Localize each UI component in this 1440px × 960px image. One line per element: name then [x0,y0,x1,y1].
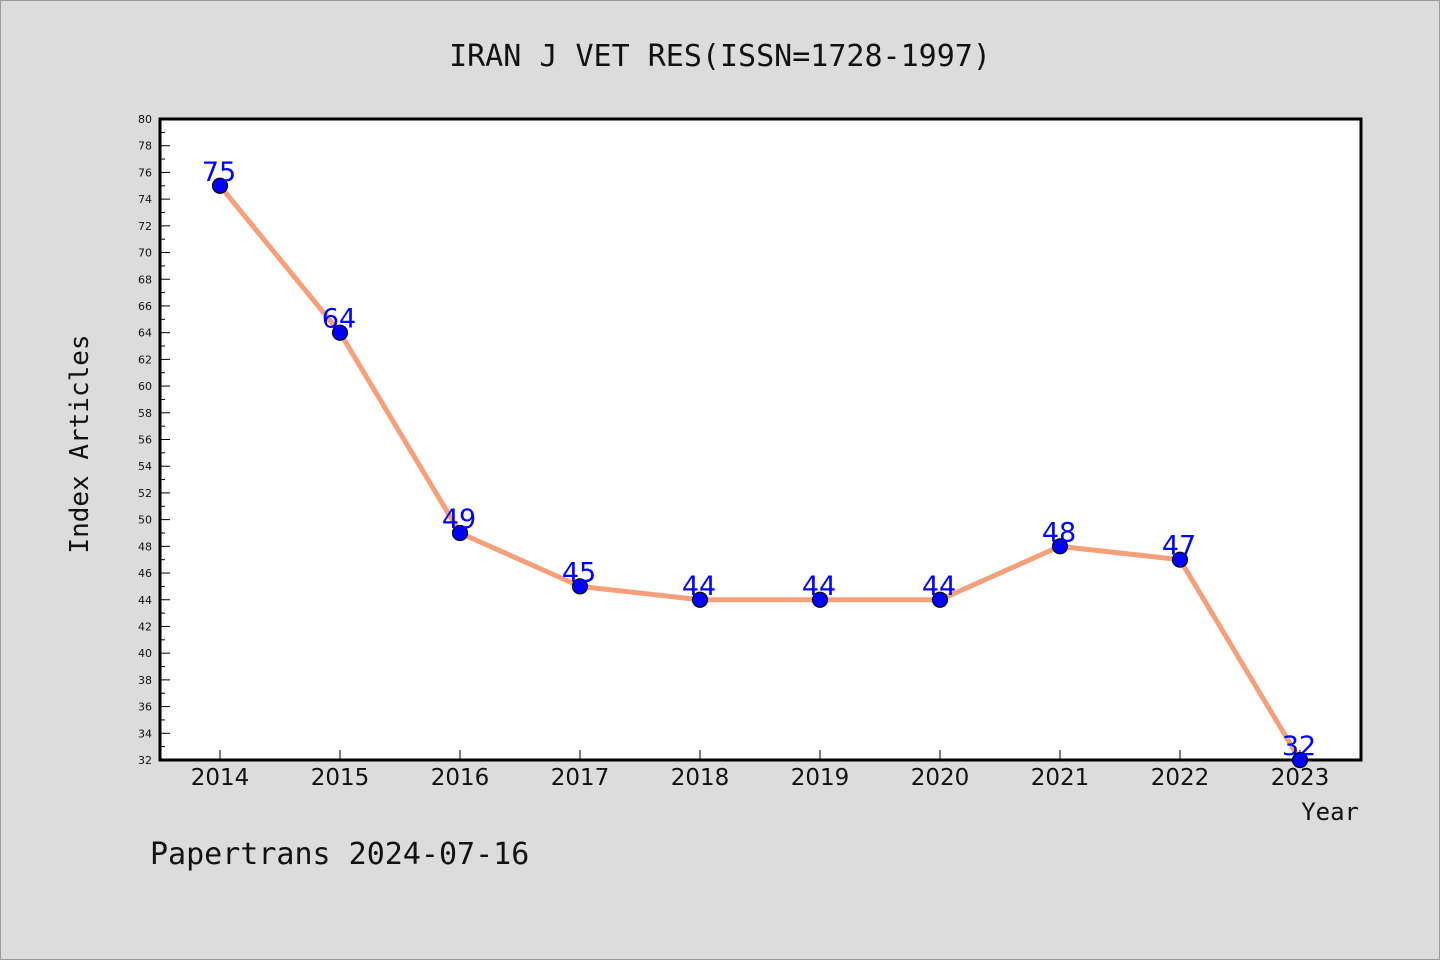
x-tick-label: 2022 [1151,765,1210,791]
data-point [691,591,709,608]
x-axis: 2014 2015 2016 2017 2018 2019 2020 2021 2022 2023 [191,750,1330,791]
y-tick-label: 62 [138,353,152,366]
x-axis-label: Year [1301,798,1359,826]
data-label: 64 [322,304,356,335]
x-tick-label: 2016 [431,765,490,791]
y-tick-label: 36 [138,701,152,714]
data-label: 49 [442,504,476,535]
y-tick-label: 46 [138,567,152,580]
y-tick-label: 50 [138,514,152,527]
data-label: 44 [682,571,716,602]
y-tick-label: 74 [138,193,152,206]
data-label: 75 [202,157,236,188]
y-tick-label: 44 [138,594,152,607]
y-tick-label: 40 [138,647,152,660]
y-tick-label: 80 [138,113,152,126]
series-line [217,183,1303,763]
data-label: 47 [1162,531,1196,562]
y-tick-label: 38 [138,674,152,687]
x-tick-label: 2018 [671,765,730,791]
x-tick-label: 2023 [1271,765,1330,791]
data-point [1171,551,1189,568]
data-point [931,591,949,608]
y-tick-label: 60 [138,380,152,393]
x-tick-label: 2021 [1031,765,1090,791]
y-tick-label: 54 [138,460,152,473]
data-label: 48 [1042,517,1076,548]
footer-credit: Papertrans 2024-07-16 [150,837,529,872]
data-label: 44 [802,571,836,602]
y-axis: 32 34 36 38 40 42 44 46 48 50 52 54 56 58 60 62 64 66 68 70… [138,113,170,767]
data-label: 44 [922,571,956,602]
data-point [811,591,829,608]
y-tick-label: 76 [138,166,152,179]
x-tick-label: 2017 [551,765,610,791]
chart-title: IRAN J VET RES(ISSN=1728-1997) [449,39,991,74]
x-tick-label: 2020 [911,765,970,791]
data-point [451,524,469,542]
y-tick-label: 68 [138,273,152,286]
data-label: 32 [1282,731,1316,762]
y-tick-label: 34 [138,727,152,740]
y-tick-label: 58 [138,407,152,420]
y-tick-label: 70 [138,247,152,260]
y-tick-label: 32 [138,754,152,767]
data-point [1051,538,1069,555]
x-tick-label: 2015 [311,765,370,791]
data-point [331,324,349,341]
y-tick-label: 66 [138,300,152,313]
y-axis-label: Index Articles [65,334,95,553]
y-tick-label: 72 [138,220,152,233]
data-point [1291,751,1309,769]
data-point [211,177,229,194]
plot-area [158,117,1363,762]
y-tick-label: 42 [138,620,152,633]
x-tick-label: 2019 [791,765,850,791]
series-group: 75 64 49 45 44 44 44 48 47 32 [202,157,1316,769]
y-tick-label: 48 [138,540,152,553]
y-tick-label: 52 [138,487,152,500]
data-point [571,578,589,595]
data-label: 45 [562,557,596,588]
y-tick-label: 78 [138,140,152,153]
y-tick-label: 64 [138,327,152,340]
x-tick-label: 2014 [191,765,250,791]
y-tick-label: 56 [138,434,152,447]
